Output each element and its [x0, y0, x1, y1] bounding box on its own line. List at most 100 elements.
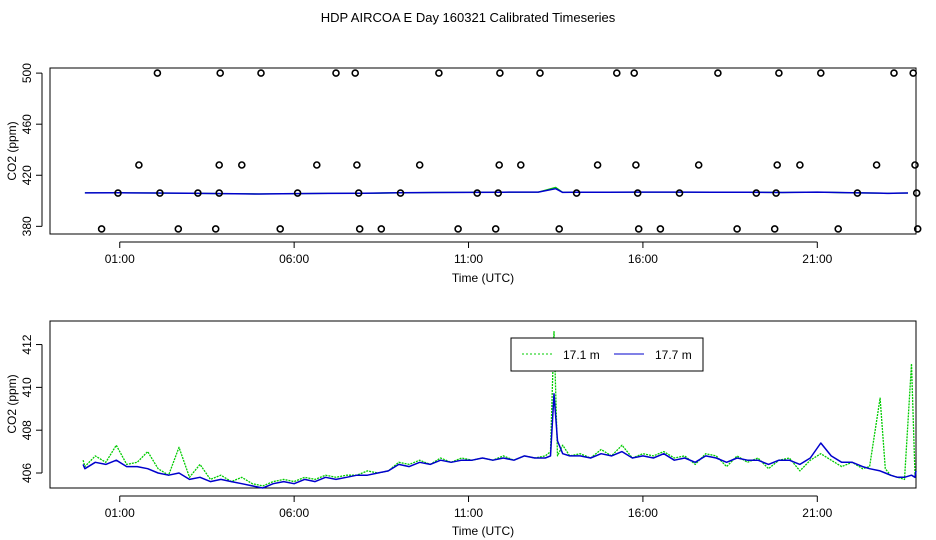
calibration-point [536, 69, 544, 77]
calibration-point [872, 161, 881, 169]
y-tick-label: 500 [20, 63, 34, 83]
legend-label-17-1m: 17.1 m [563, 348, 600, 362]
calibration-point [156, 189, 164, 197]
x-tick-label: 16:00 [628, 506, 658, 520]
calibration-point [135, 161, 143, 169]
x-axis: 01:00 06:00 11:00 16:00 21:00 [105, 241, 833, 266]
x-tick-label: 21:00 [802, 252, 832, 266]
calibration-point [714, 69, 722, 77]
calibration-point [612, 69, 621, 77]
calibration-point [853, 189, 862, 197]
x-tick-label: 06:00 [279, 506, 309, 520]
calibration-point [473, 189, 482, 197]
calibration-point [834, 225, 843, 233]
calibration-point [351, 69, 360, 77]
calibration-point [238, 161, 246, 169]
calibration-point [215, 189, 223, 197]
calibration-point [415, 161, 424, 169]
chart-title: HDP AIRCOA E Day 160321 Calibrated Times… [321, 10, 616, 25]
calibration-point [293, 189, 302, 197]
calibration-point [772, 189, 780, 197]
series-lines [82, 331, 917, 489]
series-lines [84, 186, 909, 195]
x-tick-label: 11:00 [454, 506, 483, 520]
calibration-point [775, 69, 783, 77]
calibration-point [912, 189, 921, 197]
legend-label-17-7m: 17.7 m [655, 348, 692, 362]
series-line-17-7-m [84, 187, 909, 195]
calibration-point [276, 225, 285, 233]
x-axis: 01:00 06:00 11:00 16:00 21:00 [105, 495, 833, 520]
calibration-point [494, 189, 503, 197]
calibration-point [174, 225, 183, 233]
calibration-point [312, 161, 321, 169]
calibration-point [435, 69, 443, 77]
calibration-point [911, 161, 919, 169]
calibration-point [491, 225, 500, 233]
calibration-point [633, 189, 642, 197]
y-tick-label: 408 [20, 420, 34, 440]
calibration-point [770, 225, 779, 233]
series-line-17-7-m [82, 393, 917, 489]
y-axis: 406 408 410 412 [20, 334, 43, 483]
calibrated-scatter-panel: 01:00 06:00 11:00 16:00 21:00 380 420 460 500 T… [5, 63, 922, 285]
calibration-point [215, 161, 223, 169]
y-tick-label: 412 [20, 334, 34, 354]
calibration-point [572, 189, 581, 197]
y-tick-label: 380 [20, 216, 34, 236]
calibration-point [593, 161, 602, 169]
plot-frame [49, 67, 917, 235]
calibration-point [353, 161, 361, 169]
calibration-point [630, 69, 639, 77]
plot-frame [49, 320, 917, 489]
calibration-point [495, 161, 504, 169]
y-axis-label: CO2 (ppm) [5, 121, 19, 180]
x-tick-label: 11:00 [454, 252, 483, 266]
calibration-point [555, 225, 564, 233]
calibration-point [114, 189, 122, 197]
y-tick-label: 420 [20, 165, 34, 185]
calibration-point [332, 69, 340, 77]
timeseries-panel: 01:00 06:00 11:00 16:00 21:00 406 408 410 412 T… [5, 320, 917, 538]
y-axis: 380 420 460 500 [20, 63, 43, 236]
calibration-point [816, 69, 825, 77]
x-axis-label: Time (UTC) [452, 271, 514, 285]
calibration-point [377, 225, 386, 233]
x-tick-label: 16:00 [628, 252, 658, 266]
y-tick-label: 406 [20, 463, 34, 483]
series-line-17-1-m [82, 331, 917, 487]
calibration-point [454, 225, 462, 233]
calibration-point [354, 189, 363, 197]
legend: 17.1 m 17.7 m [510, 337, 704, 372]
calibration-point [216, 69, 224, 77]
calibration-point [733, 225, 741, 233]
calibration-point [211, 225, 220, 233]
calibration-point [656, 225, 665, 233]
calibration-point [909, 69, 918, 77]
calibration-point [773, 161, 782, 169]
x-tick-label: 06:00 [279, 252, 309, 266]
calibration-point [632, 161, 640, 169]
calibration-point [257, 69, 265, 77]
calibration-point [890, 69, 898, 77]
calibration-point [516, 161, 525, 169]
calibration-point [752, 189, 761, 197]
y-tick-label: 410 [20, 377, 34, 397]
calibration-point [675, 189, 684, 197]
x-tick-label: 01:00 [105, 252, 135, 266]
calibration-point [396, 189, 405, 197]
calibration-points [97, 69, 922, 233]
calibration-point [796, 161, 804, 169]
calibration-point [634, 225, 643, 233]
x-tick-label: 21:00 [802, 506, 832, 520]
x-tick-label: 01:00 [105, 506, 135, 520]
calibration-point [97, 225, 106, 233]
calibration-point [194, 189, 202, 197]
calibration-point [496, 69, 504, 77]
x-axis-label: Time (UTC) [452, 524, 514, 538]
calibration-point [153, 69, 162, 77]
calibration-point [355, 225, 364, 233]
calibration-point [913, 225, 922, 233]
y-axis-label: CO2 (ppm) [5, 374, 19, 433]
